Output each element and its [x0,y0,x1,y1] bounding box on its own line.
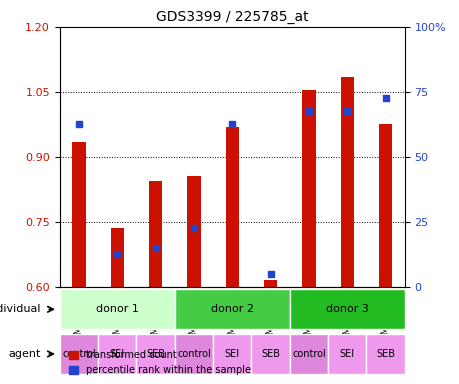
Text: SEI: SEI [339,349,354,359]
Point [343,108,350,114]
FancyBboxPatch shape [98,334,136,374]
Text: control: control [291,349,325,359]
Point [381,95,388,101]
FancyBboxPatch shape [60,334,98,374]
Point [228,121,235,127]
Text: control: control [62,349,95,359]
Legend: transformed count, percentile rank within the sample: transformed count, percentile rank withi… [65,346,254,379]
Text: donor 3: donor 3 [325,304,368,314]
Point [266,271,274,277]
Bar [340,77,353,287]
Text: individual: individual [0,304,40,314]
Text: SEI: SEI [110,349,124,359]
FancyBboxPatch shape [174,289,289,329]
FancyBboxPatch shape [213,334,251,374]
Text: donor 2: donor 2 [210,304,253,314]
FancyBboxPatch shape [60,289,174,329]
FancyBboxPatch shape [366,334,404,374]
FancyBboxPatch shape [251,334,289,374]
Text: donor 1: donor 1 [95,304,139,314]
FancyBboxPatch shape [174,334,213,374]
Bar [302,90,315,287]
Title: GDS3399 / 225785_at: GDS3399 / 225785_at [156,10,308,25]
Point [113,252,121,258]
FancyBboxPatch shape [327,334,366,374]
Text: SEI: SEI [224,349,239,359]
Bar [263,280,277,287]
Text: SEB: SEB [261,349,280,359]
Text: SEB: SEB [146,349,165,359]
Bar [110,228,124,287]
Point [190,225,197,232]
Bar [149,181,162,287]
FancyBboxPatch shape [289,289,404,329]
FancyBboxPatch shape [136,334,174,374]
Bar [187,176,200,287]
Bar [225,127,239,287]
Text: agent: agent [8,349,40,359]
Point [305,108,312,114]
Bar [378,124,392,287]
Point [75,121,83,127]
Point [151,245,159,251]
Text: SEB: SEB [375,349,394,359]
FancyBboxPatch shape [289,334,327,374]
Text: control: control [177,349,210,359]
Bar [72,142,85,287]
